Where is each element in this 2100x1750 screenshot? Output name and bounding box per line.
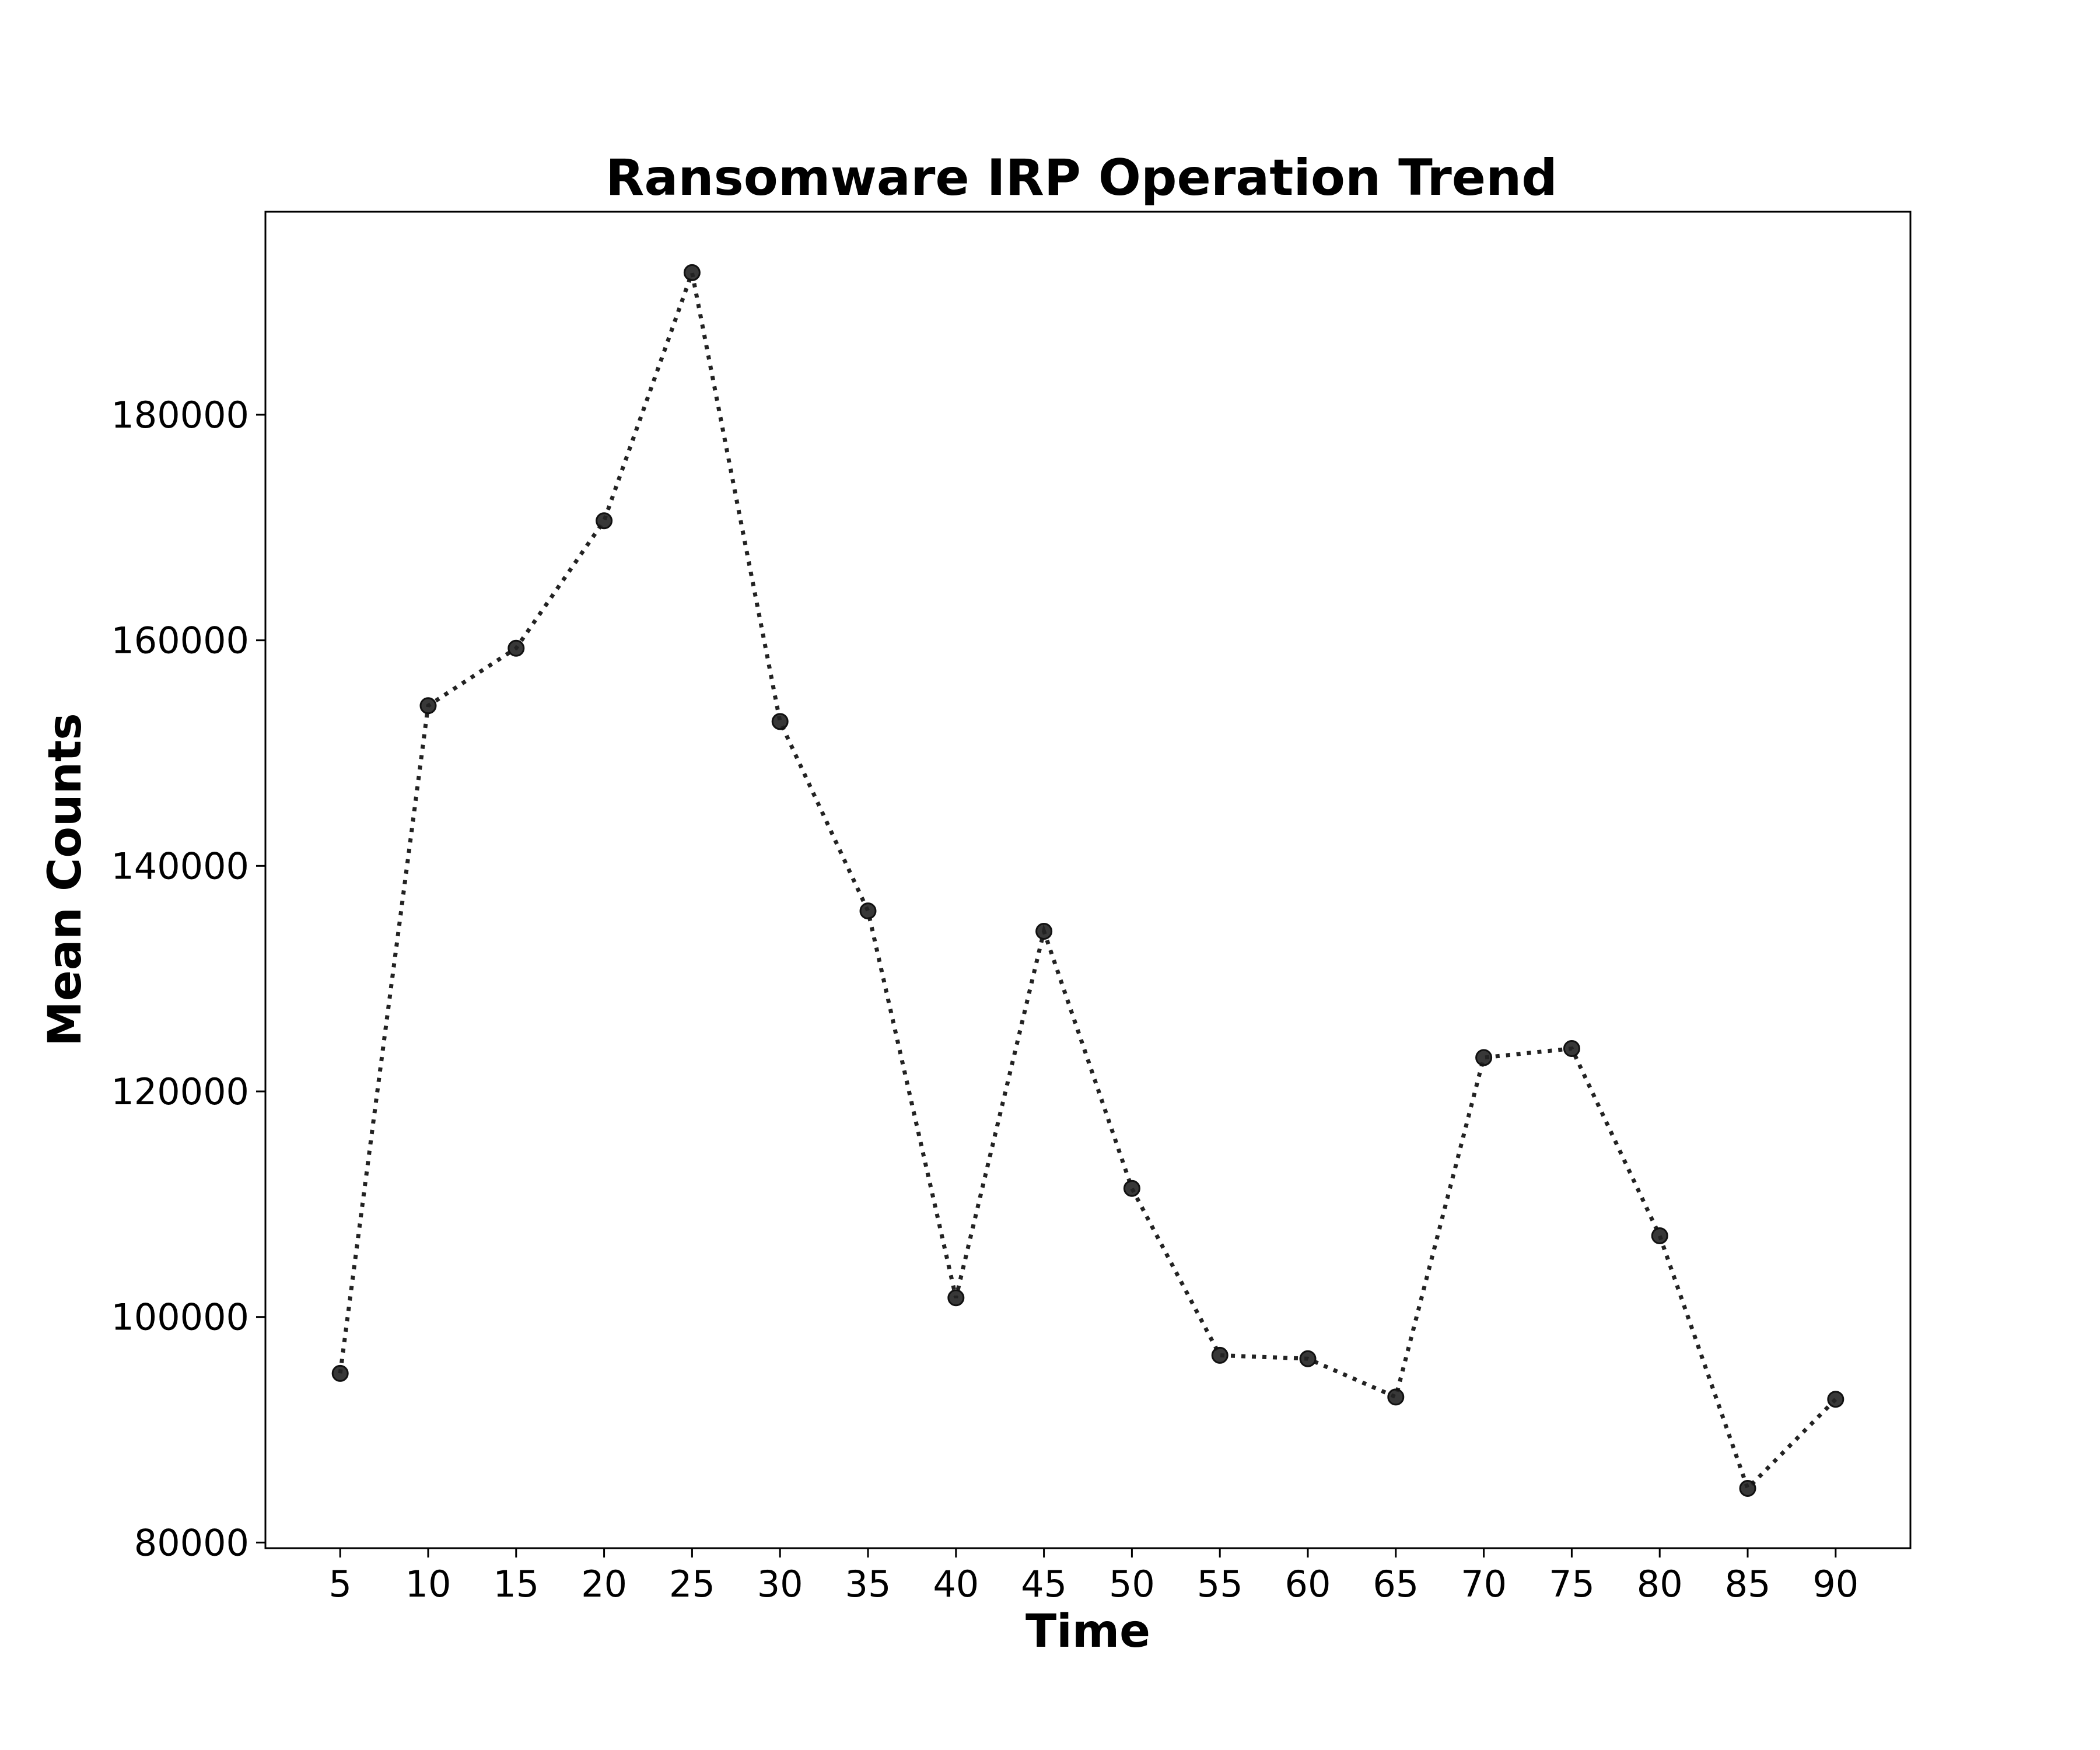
x-tick-label: 15 (493, 1563, 539, 1605)
data-points (331, 264, 1845, 1497)
data-point (596, 512, 613, 530)
x-tick-label: 50 (1109, 1563, 1155, 1605)
x-tick-label: 90 (1812, 1563, 1859, 1605)
chart-title: Ransomware IRP Operation Trend (606, 149, 1558, 207)
y-tick-label: 160000 (111, 620, 249, 662)
y-axis-title: Mean Counts (39, 713, 92, 1046)
y-axis-ticks: 80000 100000 120000 140000 160000 180000 (111, 394, 265, 1564)
data-point (947, 1289, 965, 1307)
x-tick-label: 40 (933, 1563, 979, 1605)
y-tick-label: 180000 (111, 394, 249, 436)
x-tick-label: 70 (1461, 1563, 1507, 1605)
x-tick-label: 20 (581, 1563, 627, 1605)
x-tick-label: 55 (1197, 1563, 1243, 1605)
x-axis-title: Time (1026, 1605, 1150, 1658)
y-tick-label: 100000 (111, 1296, 249, 1339)
data-point (1299, 1350, 1317, 1367)
plot-area: 5 10 15 20 25 30 35 40 45 50 55 60 65 70 75 80 85 90 8000… (111, 211, 1912, 1605)
data-point (508, 639, 525, 657)
y-tick-label: 140000 (111, 845, 249, 887)
data-point (1651, 1227, 1668, 1244)
x-tick-label: 5 (328, 1563, 351, 1605)
data-point (1211, 1346, 1228, 1364)
data-point (1123, 1180, 1140, 1197)
x-tick-label: 30 (757, 1563, 803, 1605)
x-tick-label: 80 (1637, 1563, 1683, 1605)
data-point (1475, 1049, 1493, 1066)
plot-frame (264, 211, 1912, 1549)
data-point (1563, 1040, 1580, 1058)
x-tick-label: 65 (1373, 1563, 1419, 1605)
x-tick-label: 45 (1021, 1563, 1067, 1605)
data-point (771, 713, 789, 730)
y-tick-label: 120000 (111, 1070, 249, 1113)
data-point (1387, 1388, 1405, 1406)
data-point (683, 264, 701, 281)
x-tick-label: 85 (1725, 1563, 1771, 1605)
x-tick-label: 35 (845, 1563, 891, 1605)
data-point (859, 902, 877, 920)
data-point (1035, 922, 1053, 940)
x-tick-label: 25 (669, 1563, 715, 1605)
x-axis-ticks: 5 10 15 20 25 30 35 40 45 50 55 60 65 70 75 80 85 90 (328, 1548, 1859, 1605)
data-point (419, 697, 437, 715)
x-tick-label: 10 (405, 1563, 452, 1605)
x-tick-label: 60 (1285, 1563, 1331, 1605)
data-point (1739, 1480, 1756, 1497)
series-line (338, 265, 1838, 1492)
data-point (1827, 1391, 1845, 1408)
data-point (331, 1364, 349, 1382)
y-tick-label: 80000 (134, 1521, 249, 1564)
x-tick-label: 75 (1549, 1563, 1595, 1605)
